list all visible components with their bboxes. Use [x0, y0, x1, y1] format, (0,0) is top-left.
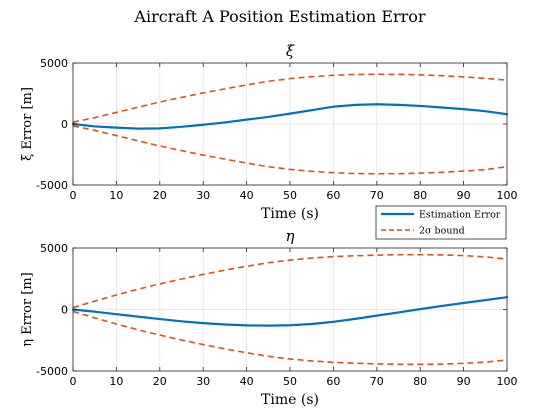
series-estimation-error: [71, 103, 509, 130]
x-tick-label: 100: [497, 189, 518, 202]
x-tick-label: 70: [370, 375, 384, 388]
y-axis-label: ξ Error [m]: [20, 87, 35, 161]
y-tick-label: 0: [61, 118, 68, 131]
x-tick-label: 60: [326, 189, 340, 202]
x-axis-label: Time (s): [261, 206, 319, 222]
y-tick-label: 5000: [40, 57, 68, 70]
x-tick-label: 0: [70, 375, 77, 388]
x-tick-label: 80: [413, 375, 427, 388]
x-tick-label: 30: [196, 189, 210, 202]
series-2sigma-upper: [72, 253, 508, 309]
x-tick-label: 40: [240, 189, 254, 202]
y-tick-label: -5000: [36, 365, 68, 378]
series-2sigma-upper: [72, 73, 508, 123]
legend-box: [375, 205, 507, 240]
series-2sigma-lower: [72, 310, 508, 366]
x-axis-label: Time (s): [261, 392, 319, 408]
x-tick-label: 50: [283, 375, 297, 388]
x-tick-label: 0: [70, 189, 77, 202]
series-2sigma-lower: [72, 125, 508, 175]
x-tick-label: 10: [109, 375, 123, 388]
x-tick-label: 80: [413, 189, 427, 202]
legend-label-estimation-error: Estimation Error: [419, 210, 501, 221]
x-tick-label: 70: [370, 189, 384, 202]
x-tick-label: 20: [153, 375, 167, 388]
x-tick-label: 20: [153, 189, 167, 202]
x-tick-label: 50: [283, 189, 297, 202]
x-tick-label: 10: [109, 189, 123, 202]
x-tick-label: 100: [497, 375, 518, 388]
x-tick-label: 90: [457, 375, 471, 388]
y-tick-label: 5000: [40, 242, 68, 255]
panel-title: η: [286, 227, 295, 245]
x-tick-label: 90: [457, 189, 471, 202]
panel-title: ξ: [286, 42, 295, 60]
y-tick-label: 0: [61, 304, 68, 317]
y-axis-label: η Error [m]: [20, 272, 35, 346]
y-tick-label: -5000: [36, 179, 68, 192]
legend-label-2sigma-bound: 2σ bound: [419, 226, 465, 237]
legend: Estimation Error 2σ bound: [375, 205, 507, 240]
x-tick-label: 30: [196, 375, 210, 388]
x-tick-label: 40: [240, 375, 254, 388]
x-tick-label: 60: [326, 375, 340, 388]
figure-title: Aircraft A Position Estimation Error: [133, 7, 426, 26]
series-estimation-error: [71, 296, 509, 327]
